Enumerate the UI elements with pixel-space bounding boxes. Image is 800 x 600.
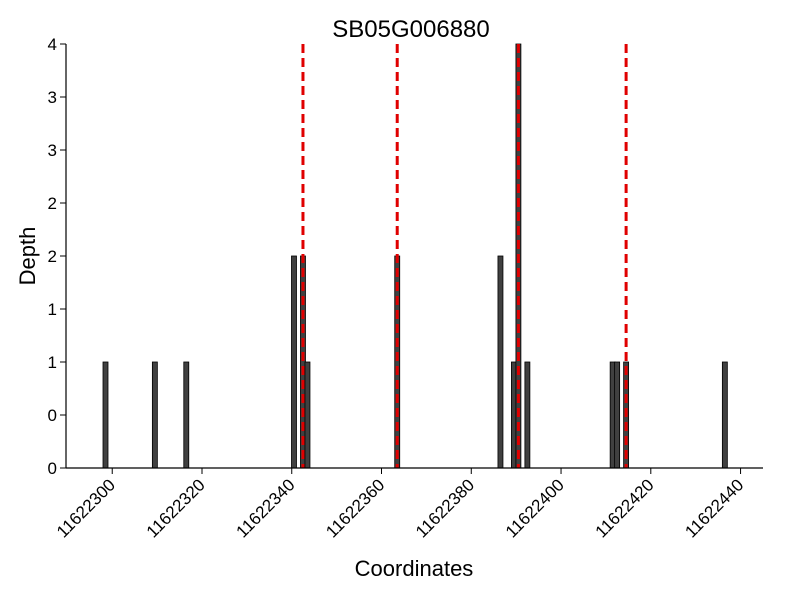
y-axis-label: Depth [15, 227, 40, 286]
bar-2 [183, 361, 190, 469]
x-tick-label-5: 11622400 [502, 475, 568, 541]
y-tick-label-5: 2 [48, 194, 57, 213]
y-tick-label-8: 4 [48, 35, 57, 54]
y-tick-label-6: 3 [48, 141, 57, 160]
y-tick-label-3: 1 [48, 300, 57, 319]
x-tick-label-6: 11622420 [592, 475, 658, 541]
bars-group [102, 43, 728, 469]
x-tick-label-0: 11622300 [53, 475, 119, 541]
bar-10 [524, 361, 531, 469]
bar-14 [721, 361, 728, 469]
y-tick-label-1: 0 [48, 406, 57, 425]
bar-3 [291, 255, 297, 469]
bar-5 [304, 361, 311, 469]
x-tick-label-4: 11622380 [412, 475, 478, 541]
y-tick-label-7: 3 [48, 88, 57, 107]
axes-group [65, 44, 763, 469]
y-tick-label-0: 0 [48, 459, 57, 478]
x-axis-label: Coordinates [355, 556, 474, 581]
marker-lines-group [301, 44, 628, 468]
bar-7 [497, 255, 504, 469]
bar-0 [102, 361, 109, 469]
chart-title: SB05G006880 [332, 16, 489, 43]
y-tick-label-4: 2 [48, 247, 57, 266]
y-ticks-group: 0 0 1 1 2 2 3 3 4 [48, 35, 66, 478]
x-tick-label-2: 11622340 [233, 475, 299, 541]
bar-1 [151, 361, 158, 469]
x-ticks-group: 11622300 11622320 11622340 11622360 11622380… [53, 468, 747, 541]
bar-12 [614, 361, 621, 469]
y-tick-label-2: 1 [48, 353, 57, 372]
x-tick-label-7: 11622440 [681, 475, 747, 541]
x-tick-label-1: 11622320 [143, 475, 209, 541]
x-tick-label-3: 11622360 [322, 475, 388, 541]
